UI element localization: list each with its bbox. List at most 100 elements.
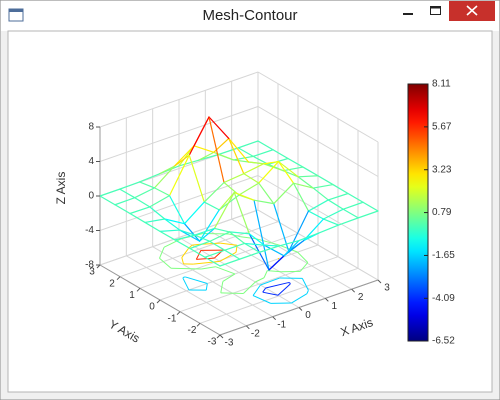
mesh-segment [168, 154, 190, 197]
contour-segment [222, 273, 236, 282]
contour-segment [159, 257, 172, 269]
colorbar-tick-label: -4.09 [432, 293, 455, 304]
y-tick-label: 1 [129, 290, 135, 301]
mesh-segment [119, 188, 136, 199]
mesh-segment [342, 208, 359, 219]
y-tick [176, 311, 181, 316]
close-button[interactable] [449, 1, 495, 21]
x-tick-label: 0 [305, 310, 311, 321]
y-tick-label: -1 [168, 313, 177, 324]
mesh-segment [189, 247, 206, 258]
mesh-segment [114, 197, 136, 206]
mesh-segment [327, 192, 349, 201]
colorbar-tick-label: 5.67 [432, 122, 452, 133]
mesh-segment [219, 258, 241, 267]
mesh-segment [277, 160, 299, 178]
colorbar-tick-label: 8.11 [432, 79, 451, 90]
mesh-segment [317, 175, 334, 186]
mesh-segment [188, 154, 205, 203]
contour-segment [255, 277, 265, 283]
mesh-segment [253, 199, 275, 205]
contour-segment [171, 267, 202, 270]
floor-grid-line [159, 244, 319, 301]
mesh-segment [188, 116, 210, 156]
mesh-segment [238, 182, 260, 196]
wall-grid-line [99, 209, 259, 266]
y-tick [116, 276, 121, 281]
mesh-segment [144, 218, 166, 224]
mesh-segment [243, 163, 265, 175]
mesh-segment [228, 231, 246, 245]
contour-segment [265, 282, 289, 289]
minimize-icon [403, 13, 413, 15]
z-tick-label: 4 [88, 156, 94, 167]
y-tick-label: -2 [188, 325, 197, 336]
mesh-segment [322, 208, 344, 220]
mesh-segment [153, 187, 171, 197]
mesh-segment [362, 201, 379, 212]
mesh-segment [357, 210, 379, 219]
mesh-segment [337, 217, 359, 226]
close-icon [466, 5, 478, 16]
maximize-button[interactable] [422, 1, 449, 21]
mesh-segment [198, 227, 216, 242]
mesh-segment [159, 229, 181, 232]
minimize-bg[interactable] [395, 1, 422, 21]
mesh-segment [149, 195, 171, 208]
mesh-segment [164, 218, 186, 225]
maximize-bg[interactable] [422, 1, 449, 21]
wall-grid-line [99, 175, 259, 231]
mesh-segment [297, 175, 319, 178]
app-icon [8, 8, 24, 22]
y-tick-label: -3 [208, 337, 217, 348]
x-tick-label: -3 [225, 338, 234, 349]
mesh-segment [248, 233, 265, 246]
mesh-segment [228, 137, 250, 163]
x-tick-label: -2 [251, 328, 260, 339]
contour-segment [252, 284, 261, 296]
colorbar-tick-label: 0.79 [432, 207, 452, 218]
mesh-segment [194, 234, 211, 242]
mesh-segment [153, 165, 175, 189]
z-axis-label: Z Axis [54, 172, 68, 205]
x-tick [219, 334, 224, 339]
window-title: Mesh-Contour [202, 7, 297, 24]
mesh-segment [213, 191, 235, 230]
mesh-segment [159, 230, 176, 241]
contour-segment [159, 247, 165, 259]
contour-segment [255, 238, 279, 246]
mesh-segment [149, 206, 166, 220]
mesh-segment [233, 191, 250, 235]
mesh-segment [173, 145, 195, 167]
mesh-segment [144, 221, 161, 232]
mesh-segment [347, 192, 364, 203]
mesh-segment [209, 231, 231, 242]
contour-segment [243, 281, 256, 294]
mesh-segment [99, 188, 121, 197]
contour-segment [306, 290, 309, 294]
z-tick-label: 8 [88, 122, 94, 133]
mesh-segment [332, 183, 349, 195]
mesh-segment [194, 227, 216, 236]
mesh-segment [204, 256, 221, 267]
x-tick-label: 1 [332, 301, 338, 312]
minimize-button[interactable] [395, 1, 422, 21]
mesh-segment [243, 242, 261, 253]
mesh-segment [307, 210, 325, 220]
mesh-segment [174, 239, 191, 250]
mesh-segment [253, 199, 270, 271]
contour-segment [163, 238, 182, 248]
mesh-segment [277, 160, 295, 184]
contour-segment [220, 242, 238, 246]
mesh-segment [273, 203, 290, 252]
z-tick-label: 0 [88, 191, 94, 202]
maximize-icon-bar [430, 6, 441, 9]
mesh-segment [247, 161, 265, 165]
contour-segment [277, 283, 291, 296]
z-tick-label: -8 [85, 260, 94, 271]
colorbar-tick-label: -1.65 [432, 250, 455, 261]
mesh-segment [237, 140, 259, 149]
mesh-segment [189, 240, 211, 250]
